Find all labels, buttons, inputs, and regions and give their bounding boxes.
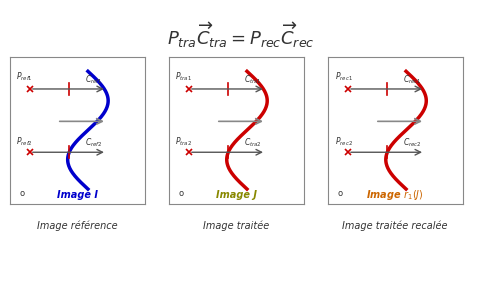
Text: Image J: Image J (215, 190, 257, 200)
Text: $C_{rec2}$: $C_{rec2}$ (403, 137, 422, 149)
Text: $P_{tra2}$: $P_{tra2}$ (175, 135, 192, 148)
Text: $C_{rec1}$: $C_{rec1}$ (403, 74, 422, 86)
Text: o: o (337, 189, 342, 198)
Text: $P_{tra1}$: $P_{tra1}$ (175, 70, 192, 83)
Text: $P_{rec1}$: $P_{rec1}$ (335, 70, 352, 83)
Text: o: o (178, 189, 183, 198)
Text: $C_{tra1}$: $C_{tra1}$ (244, 74, 262, 86)
Text: Image traitée: Image traitée (203, 221, 269, 231)
Text: $P_{ref1}$: $P_{ref1}$ (16, 70, 33, 83)
Text: $C_{ref1}$: $C_{ref1}$ (85, 74, 103, 86)
Text: Image référence: Image référence (37, 221, 118, 231)
Text: Image traitée recalée: Image traitée recalée (343, 221, 448, 231)
Text: $P_{ref2}$: $P_{ref2}$ (16, 135, 33, 148)
Text: $C_{ref2}$: $C_{ref2}$ (85, 137, 103, 149)
Text: Image $r_1(J)$: Image $r_1(J)$ (366, 188, 424, 202)
Text: $\overrightarrow{P_{tra}C_{tra}} = \overrightarrow{P_{rec}C_{rec}}$: $\overrightarrow{P_{tra}C_{tra}} = \over… (167, 20, 315, 50)
Text: $C_{tra2}$: $C_{tra2}$ (244, 137, 262, 149)
Text: o: o (19, 189, 24, 198)
Text: $P_{rec2}$: $P_{rec2}$ (335, 135, 352, 148)
Text: Image I: Image I (56, 190, 98, 200)
